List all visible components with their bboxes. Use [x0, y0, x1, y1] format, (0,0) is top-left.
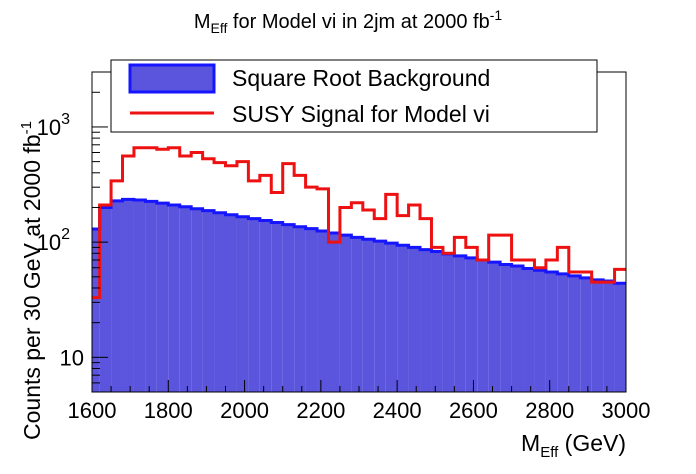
- background-bin: [408, 247, 421, 392]
- x-tick-label: 2600: [449, 398, 498, 423]
- x-tick-label: 3000: [602, 398, 651, 423]
- x-tick-label: 2000: [220, 398, 269, 423]
- background-bin: [294, 226, 306, 392]
- chart-title-rest: for Model vi in 2jm at 2000 fb: [227, 11, 489, 33]
- background-bin: [397, 245, 409, 392]
- x-tick-label: 1600: [68, 398, 117, 423]
- x-axis: 1600 1800 2000 2200 2400 2600 2800 3000: [68, 380, 651, 423]
- background-bin: [534, 270, 546, 392]
- background-bin: [420, 249, 432, 392]
- background-bin: [156, 203, 169, 392]
- chart-title-subscript: Eff: [210, 20, 227, 36]
- background-bin: [385, 243, 398, 392]
- background-bin: [545, 272, 558, 392]
- signal-histogram: [92, 146, 626, 300]
- background-bin: [362, 239, 375, 392]
- background-bin: [568, 275, 581, 392]
- background-bin: [282, 224, 295, 392]
- background-bin: [465, 257, 478, 392]
- chart-title-superscript: -1: [490, 7, 503, 23]
- background-bin: [557, 273, 569, 392]
- background-bin: [454, 255, 466, 392]
- legend-label-signal: SUSY Signal for Model vi: [232, 101, 490, 127]
- background-bin: [603, 280, 615, 392]
- background-bin: [236, 216, 249, 392]
- legend-label-background: Square Root Background: [232, 65, 490, 91]
- background-bin: [259, 220, 272, 392]
- background-bin: [488, 262, 501, 392]
- background-bin: [614, 283, 626, 392]
- background-bin: [511, 266, 524, 392]
- background-bin: [248, 218, 260, 392]
- background-bin: [500, 264, 512, 392]
- background-bin: [328, 233, 340, 392]
- y-axis-label-superscript: -1: [18, 121, 35, 134]
- background-bin: [591, 279, 604, 392]
- x-axis-label-subscript: Eff: [540, 444, 559, 461]
- background-bin: [168, 205, 180, 392]
- y-tick-exponent: 3: [61, 111, 70, 128]
- background-bin: [305, 228, 318, 392]
- plot-area: 1600 1800 2000 2200 2400 2600 2800 3000 1010210…: [37, 71, 651, 423]
- background-bin: [214, 212, 226, 392]
- background-outline: [92, 197, 626, 285]
- background-bin: [191, 208, 203, 392]
- y-tick-exponent: 2: [61, 226, 70, 243]
- background-bin: [374, 241, 386, 392]
- legend: Square Root Background SUSY Signal for M…: [110, 59, 598, 133]
- background-bin: [351, 237, 363, 392]
- background-bin: [442, 253, 455, 392]
- background-bin: [202, 210, 215, 392]
- x-tick-label: 1800: [144, 398, 193, 423]
- x-tick-label: 2200: [296, 398, 345, 423]
- legend-swatch-background: [128, 63, 216, 94]
- background-bin: [317, 230, 329, 392]
- x-axis-label-rest: (GeV): [558, 430, 626, 456]
- chart-title: MEff for Model vi in 2jm at 2000 fb-1: [194, 7, 503, 36]
- background-bin: [225, 214, 237, 392]
- background-bin: [133, 200, 146, 392]
- x-tick-label: 2800: [525, 398, 574, 423]
- background-bin: [431, 251, 443, 392]
- x-axis-label: MEff (GeV): [521, 430, 626, 461]
- background-bin: [477, 259, 489, 392]
- background-bin: [179, 206, 192, 392]
- background-bin: [580, 277, 592, 392]
- background-bin: [99, 207, 112, 392]
- background-bin: [111, 200, 123, 392]
- background-bin: [523, 268, 535, 392]
- background-bin: [145, 201, 157, 392]
- background-bin: [122, 199, 134, 392]
- x-tick-label: 2400: [373, 398, 422, 423]
- background-bin: [271, 222, 283, 392]
- signal-line: [92, 146, 626, 300]
- background-bin: [339, 235, 352, 392]
- background-histogram: [92, 197, 626, 392]
- background-bin: [92, 229, 100, 392]
- y-tick-label: 10: [60, 345, 84, 370]
- y-axis-label: Counts per 30 GeV at 2000 fb-1: [18, 121, 45, 440]
